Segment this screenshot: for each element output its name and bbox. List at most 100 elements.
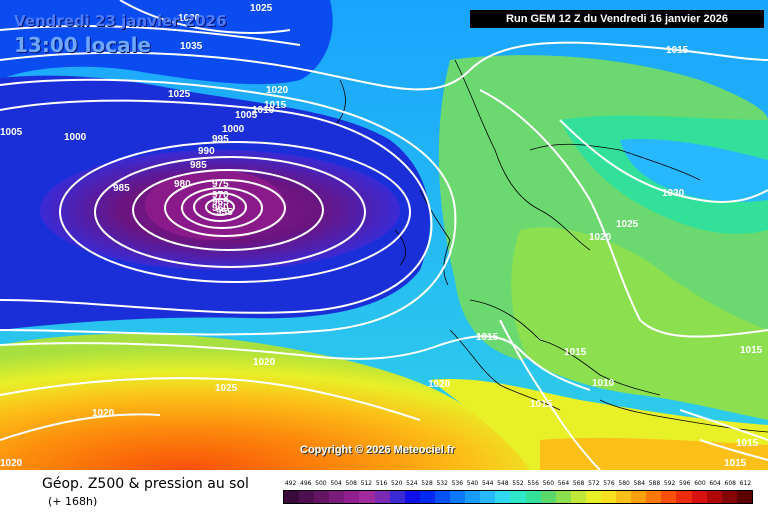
isobar-label: 1015 (476, 332, 499, 343)
legend-label: 568 (572, 480, 585, 487)
field-cyan-northeast (620, 139, 768, 202)
map-footer: Géop. Z500 & pression au sol (+ 168h) 49… (0, 470, 768, 512)
legend-swatch (465, 491, 481, 503)
isobar-label: 1025 (616, 219, 639, 230)
legend-label: 600 (694, 480, 706, 487)
legend-label: 492 (284, 480, 297, 487)
legend-swatch (480, 491, 496, 503)
legend-swatch (570, 491, 586, 503)
isobar-label: 1015 (736, 438, 759, 449)
isobar-label: 1020 (253, 357, 276, 368)
legend-swatch (555, 491, 571, 503)
color-legend (283, 490, 753, 504)
isobar-label: 1015 (264, 100, 287, 111)
legend-swatch (434, 491, 451, 503)
legend-label: 604 (709, 480, 721, 487)
field-warm-south (0, 333, 530, 470)
legend-swatch (450, 491, 466, 503)
isobar-label: 1015 (724, 458, 747, 469)
legend-swatch (329, 491, 345, 503)
coastlines (334, 59, 768, 433)
isobar-label: 985 (113, 183, 130, 194)
legend-swatch (616, 491, 632, 503)
isobar-label: 1020 (428, 379, 451, 390)
isobar-label: 965 (212, 197, 229, 208)
isobar-label: 1020 (92, 408, 115, 419)
legend-swatch (721, 491, 737, 503)
legend-swatch (344, 491, 360, 503)
legend-label: 592 (663, 480, 676, 487)
legend-swatch (691, 491, 707, 503)
legend-label: 580 (618, 480, 630, 487)
isobar-label: 1015 (564, 347, 587, 358)
legend-label: 584 (633, 480, 646, 487)
isobar-label: 1025 (215, 383, 238, 394)
field-yellow-south-core (540, 437, 768, 470)
isobar-label: 1030 (662, 188, 685, 199)
legend-swatch (736, 491, 752, 503)
legend-swatch (676, 491, 692, 503)
isobar-label: 1025 (168, 89, 191, 100)
legend-swatch (631, 491, 647, 503)
legend-label: 544 (481, 480, 494, 487)
isobar-label: 1030 (178, 13, 201, 24)
legend-label: 552 (512, 480, 524, 487)
legend-swatch (299, 491, 315, 503)
isobar-label: 955 (216, 207, 233, 218)
legend-swatch (284, 491, 300, 503)
legend-swatch (540, 491, 556, 503)
isobar-label: 975 (212, 179, 229, 190)
legend-label: 524 (406, 480, 418, 487)
isobar-lines (0, 0, 768, 470)
model-run-info: Run GEM 12 Z du Vendredi 16 janvier 2026 (470, 10, 764, 28)
isobar-label: 1000 (222, 124, 245, 135)
isobar-label: 1020 (589, 232, 612, 243)
legend-swatch (389, 491, 405, 503)
legend-label: 572 (588, 480, 600, 487)
legend-label: 556 (527, 480, 539, 487)
legend-label: 528 (421, 480, 433, 487)
isobar-label: 1025 (250, 3, 273, 14)
legend-label: 540 (466, 480, 479, 487)
legend-label: 548 (497, 480, 509, 487)
legend-swatch (314, 491, 330, 503)
legend-label: 508 (345, 480, 357, 487)
legend-label: 516 (375, 480, 388, 487)
isobar-label: 1035 (180, 41, 203, 52)
field-blue-north (0, 0, 333, 85)
legend-swatch (495, 491, 511, 503)
field-lightgreen-east (511, 227, 768, 420)
legend-swatch (374, 491, 390, 503)
forecast-lead-time: (+ 168h) (48, 495, 98, 508)
isobar-label: 970 (212, 190, 229, 201)
legend-swatch (661, 491, 677, 503)
legend-label: 500 (315, 480, 327, 487)
legend-label: 536 (451, 480, 464, 487)
isobar-label: 1015 (666, 45, 689, 56)
legend-swatch (525, 491, 541, 503)
legend-label: 512 (360, 480, 373, 487)
isobar-label: 1020 (266, 85, 289, 96)
isobar-label: 1010 (592, 378, 615, 389)
isobar-label: 995 (212, 134, 229, 145)
legend-swatch (404, 491, 420, 503)
isobar-label: 985 (190, 160, 207, 171)
map-title: Géop. Z500 & pression au sol (42, 476, 249, 492)
forecast-time: 13:00 locale (14, 33, 151, 57)
isobar-label: 1015 (530, 399, 553, 410)
isobar-label: 990 (198, 146, 215, 157)
legend-label: 612 (739, 480, 752, 487)
legend-swatch (585, 491, 601, 503)
isobar-label: 980 (174, 179, 191, 190)
isobar-label: 960 (212, 203, 229, 214)
forecast-date: Vendredi 23 janvier 2026 (14, 12, 227, 30)
legend-swatch (359, 491, 375, 503)
legend-label: 596 (679, 480, 691, 487)
legend-label: 576 (603, 480, 615, 487)
legend-swatch (510, 491, 526, 503)
legend-swatch (646, 491, 662, 503)
isobar-label: 1000 (64, 132, 87, 143)
legend-label: 532 (436, 480, 448, 487)
